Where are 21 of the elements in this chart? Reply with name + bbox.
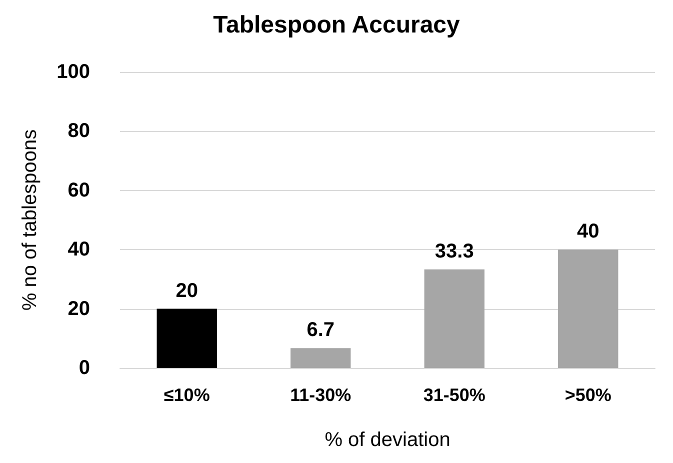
y-axis-title: % no of tablespoons: [19, 129, 41, 311]
bar: [424, 269, 484, 368]
data-label: 33.3: [434, 240, 474, 262]
y-tick-label: 0: [78, 357, 90, 379]
x-tick-label: 11-30%: [290, 385, 352, 405]
data-label: 40: [577, 220, 600, 243]
y-tick-label: 20: [68, 298, 90, 320]
x-axis-title: % of deviation: [324, 429, 450, 451]
data-label: 6.7: [306, 319, 335, 342]
y-tick-label: 80: [68, 120, 90, 142]
y-tick-label: 100: [56, 61, 90, 83]
y-tick-label: 60: [68, 179, 90, 202]
x-tick-label: 31-50%: [423, 385, 486, 405]
x-tick-label: ≤10%: [164, 385, 210, 405]
bar: [290, 348, 351, 368]
x-tick-label: >50%: [564, 385, 612, 405]
bar: [558, 250, 618, 368]
bar: [156, 308, 217, 368]
data-label: 20: [176, 280, 198, 302]
y-tick-label: 40: [68, 238, 90, 261]
chart-title: Tablespoon Accuracy: [213, 12, 461, 38]
